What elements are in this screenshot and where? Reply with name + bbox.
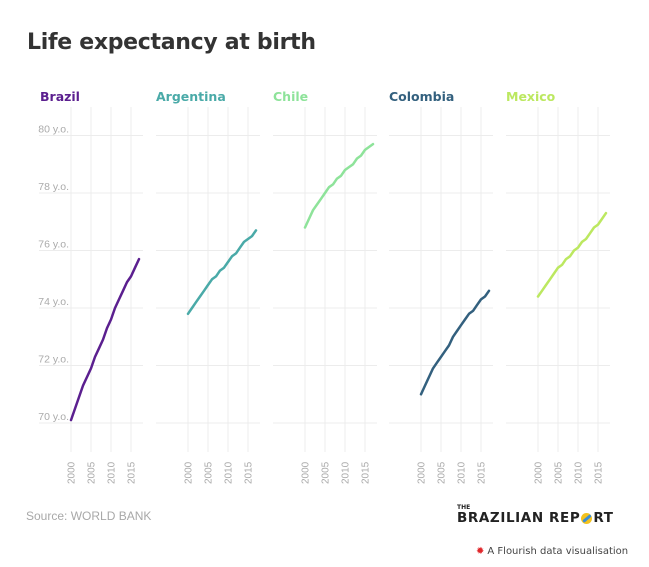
x-tick-label: 2010 — [341, 461, 352, 484]
brand-the: THE — [457, 504, 471, 511]
y-tick-label: 76 y.o. — [38, 239, 69, 251]
flourish-burst-icon: ✹ — [476, 546, 485, 557]
x-tick-label: 2005 — [204, 461, 215, 484]
x-tick-label: 2005 — [87, 461, 98, 484]
panel-label-colombia: Colombia — [389, 89, 454, 104]
chart-title: Life expectancy at birth — [27, 30, 316, 55]
panel-label-argentina: Argentina — [156, 89, 226, 104]
globe-icon — [581, 512, 593, 524]
y-tick-label: 74 y.o. — [38, 296, 69, 308]
x-tick-label: 2010 — [457, 461, 468, 484]
x-tick-label: 2015 — [594, 461, 605, 484]
x-tick-label: 2015 — [127, 461, 138, 484]
x-tick-label: 2010 — [224, 461, 235, 484]
source-note: Source: WORLD BANK — [26, 509, 152, 523]
x-tick-label: 2005 — [554, 461, 565, 484]
x-tick-label: 2000 — [67, 461, 78, 484]
y-tick-label: 70 y.o. — [38, 411, 69, 423]
brand-name: BRAZILIAN REP RT — [457, 511, 614, 525]
x-tick-label: 2000 — [534, 461, 545, 484]
brand-logo[interactable]: THE BRAZILIAN REP RT — [457, 504, 614, 526]
series-line-colombia — [419, 289, 491, 396]
panel-label-mexico: Mexico — [506, 89, 556, 104]
x-tick-label: 2005 — [437, 461, 448, 484]
x-tick-label: 2015 — [361, 461, 372, 484]
brand-name-part2: RT — [593, 510, 614, 526]
series-line-mexico — [536, 211, 608, 298]
y-tick-label: 78 y.o. — [38, 181, 69, 193]
small-multiples-chart: Brazil 70 y.o. 72 y.o. 74 y.o. 76 y.o. 78 y.o… — [38, 89, 610, 484]
x-tick-label: 2000 — [417, 461, 428, 484]
x-tick-label: 2015 — [244, 461, 255, 484]
y-tick-label: 80 y.o. — [38, 124, 69, 136]
flourish-text: A Flourish data visualisation — [487, 546, 629, 557]
panel-label-chile: Chile — [273, 89, 308, 104]
x-tick-label: 2000 — [184, 461, 195, 484]
x-tick-label: 2010 — [107, 461, 118, 484]
series-line-chile — [303, 142, 375, 229]
x-tick-label: 2005 — [321, 461, 332, 484]
series-line-brazil — [69, 257, 141, 422]
x-tick-label: 2000 — [301, 461, 312, 484]
y-tick-label: 72 y.o. — [38, 354, 69, 366]
flourish-credit[interactable]: ✹ A Flourish data visualisation — [476, 546, 628, 557]
brand-name-part1: BRAZILIAN REP — [457, 510, 581, 526]
x-tick-label: 2015 — [477, 461, 488, 484]
panel-label-brazil: Brazil — [40, 89, 80, 104]
series-line-argentina — [186, 229, 258, 316]
x-tick-label: 2010 — [574, 461, 585, 484]
